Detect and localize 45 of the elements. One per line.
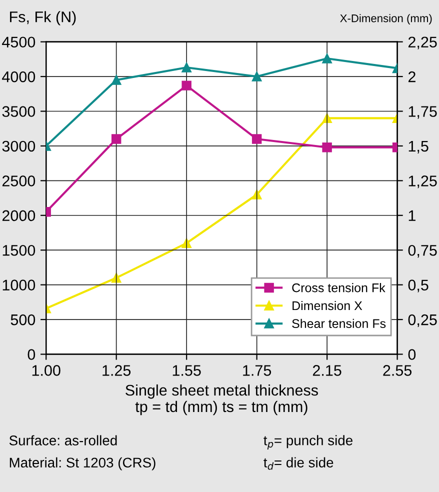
y2-tick-label: 1,5 — [408, 140, 428, 154]
point — [252, 190, 262, 200]
y2-tick-label: 0,75 — [408, 244, 437, 258]
y-tick-label: 0 — [28, 349, 36, 360]
point — [252, 134, 262, 144]
text: t$_{p}$= punch side — [264, 435, 352, 450]
text: t$_{d}$= die side — [264, 457, 334, 470]
point — [111, 134, 122, 144]
y2-tick-label: 2,25 — [408, 36, 437, 50]
x-tick-label: 1.75 — [243, 365, 272, 376]
text: Material: St 1203 (CRS) — [10, 457, 156, 470]
y2-tick-label: 1,25 — [408, 176, 437, 188]
y-tick-label: 3000 — [2, 140, 36, 152]
point — [182, 80, 192, 90]
y-tick-label: 2500 — [2, 176, 36, 186]
y2-tick-label: 2 — [408, 71, 416, 82]
y-tick-label: 1000 — [2, 280, 36, 290]
point — [322, 142, 332, 152]
point — [252, 72, 262, 82]
point — [111, 75, 122, 85]
y2-tick-label: 0,5 — [408, 280, 428, 292]
legend-label: Cross tension Fk — [292, 283, 386, 292]
x-tick-label: 1.55 — [172, 365, 201, 376]
y2-tick-label: 0,25 — [408, 314, 437, 328]
y-tick-label: 500 — [10, 314, 36, 326]
legend-label: Dimension X — [292, 300, 362, 310]
point — [322, 54, 332, 64]
y-tick-label: 3500 — [2, 106, 36, 117]
point — [182, 62, 192, 72]
x-tick-label: 1.25 — [102, 365, 131, 376]
y2-tick-label: 0 — [408, 349, 416, 360]
y2-axis-title: X-Dimension (mm) — [340, 14, 432, 24]
y-tick-label: 4000 — [2, 71, 36, 82]
legend-label: Shear tension Fs — [292, 318, 386, 328]
x-tick-label: 2.15 — [312, 365, 342, 376]
y2-tick-label: 1,75 — [408, 106, 437, 119]
x-tick-label: 1.00 — [32, 365, 60, 376]
y2-tick-label: 1 — [408, 210, 416, 221]
y-tick-label: 4500 — [2, 36, 36, 48]
x-axis-title: Single sheet metal thickness tp = td (mm) ts = tm (mm) — [126, 384, 318, 416]
y-tick-label: 2000 — [2, 210, 36, 222]
x-tick-label: 2.55 — [383, 365, 412, 376]
y-axis-title: Fs, Fk (N) — [10, 11, 76, 26]
y-tick-label: 1500 — [2, 244, 36, 256]
text: Surface: as-rolled — [9, 435, 117, 446]
